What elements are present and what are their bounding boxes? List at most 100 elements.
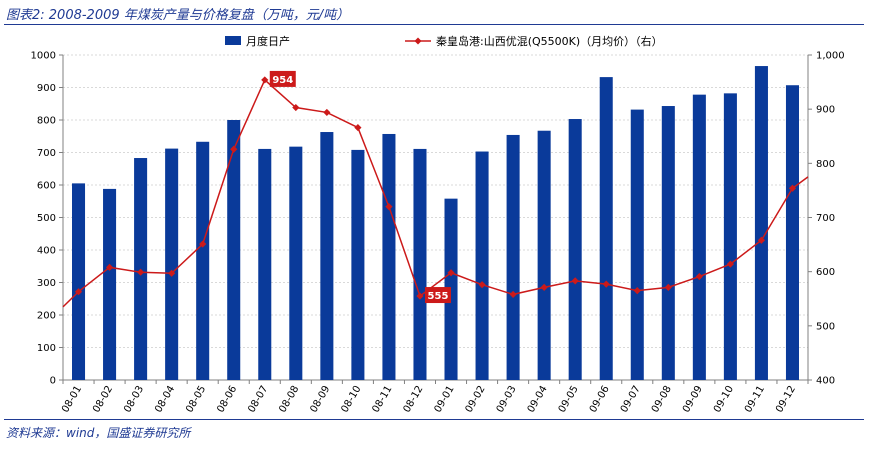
x-tick-label: 09-05 — [557, 384, 581, 415]
y-right-tick-label: 1,000 — [816, 51, 845, 62]
x-tick-label: 09-11 — [743, 384, 767, 415]
price-marker-08-02 — [105, 263, 114, 271]
y-left-tick-label: 300 — [37, 278, 56, 289]
x-tick-label: 08-06 — [215, 384, 239, 415]
price-marker-09-12 — [788, 184, 797, 192]
y-left-tick-label: 700 — [37, 148, 56, 159]
price-marker-08-12 — [416, 292, 424, 300]
source-divider — [4, 419, 864, 420]
price-marker-09-11 — [757, 236, 766, 244]
y-left-tick-label: 100 — [37, 343, 56, 354]
y-left-tick-label: 600 — [37, 181, 56, 192]
y-right-tick-label: 400 — [816, 376, 835, 387]
legend-line-label: 秦皇岛港:山西优混(Q5500K)（月均价）（右） — [436, 34, 663, 48]
x-tick-label: 08-09 — [308, 384, 332, 415]
y-right-tick-label: 900 — [816, 105, 835, 116]
x-tick-label: 09-07 — [619, 384, 643, 415]
bar-08-04 — [165, 148, 179, 380]
bar-08-01 — [72, 183, 86, 380]
bar-09-04 — [537, 130, 551, 380]
bar-09-09 — [692, 94, 706, 381]
x-tick-label: 08-02 — [91, 384, 115, 415]
y-left-tick-label: 1000 — [31, 51, 56, 62]
price-marker-08-05 — [199, 240, 207, 248]
legend-bar-label: 月度日产 — [246, 34, 290, 48]
price-marker-09-02 — [478, 281, 486, 289]
data-label-box — [269, 70, 296, 87]
y-left-tick-label: 200 — [37, 311, 56, 322]
bar-09-08 — [661, 106, 675, 381]
bar-08-06 — [227, 120, 241, 380]
x-tick-label: 09-02 — [464, 384, 488, 415]
y-right-tick-label: 600 — [816, 267, 835, 278]
x-tick-label: 08-12 — [402, 384, 426, 415]
y-left-tick-label: 500 — [37, 213, 56, 224]
price-line — [62, 78, 809, 308]
bar-08-10 — [351, 149, 365, 380]
bar-08-09 — [320, 132, 334, 380]
x-tick-label: 09-06 — [588, 384, 612, 415]
price-marker-09-10 — [726, 260, 734, 268]
x-tick-label: 09-10 — [712, 384, 736, 415]
x-tick-label: 09-08 — [650, 384, 674, 415]
legend-bar-swatch — [225, 36, 241, 45]
price-marker-09-03 — [509, 290, 517, 299]
x-tick-label: 08-04 — [153, 384, 177, 415]
title-divider — [4, 24, 864, 25]
data-label: 555 — [428, 291, 449, 302]
bar-09-03 — [506, 134, 520, 380]
source-note: 资料来源：wind，国盛证券研究所 — [6, 426, 191, 440]
price-marker-09-01 — [447, 269, 455, 277]
bar-08-08 — [289, 146, 303, 380]
bar-08-07 — [258, 148, 272, 380]
bar-09-10 — [723, 93, 737, 380]
price-marker-09-06 — [602, 280, 610, 288]
price-marker-08-07 — [261, 76, 269, 84]
x-tick-label: 08-11 — [370, 384, 394, 415]
x-tick-label: 09-09 — [681, 384, 705, 415]
price-marker-08-03 — [137, 268, 145, 276]
bar-08-12 — [413, 148, 427, 380]
x-tick-label: 09-04 — [526, 384, 550, 415]
price-marker-08-06 — [230, 145, 238, 153]
x-tick-label: 09-03 — [495, 384, 519, 415]
bar-09-01 — [444, 198, 458, 380]
y-left-tick-label: 0 — [50, 376, 56, 387]
bar-08-02 — [103, 188, 117, 380]
x-tick-label: 08-07 — [246, 384, 270, 415]
chart-title: 图表2: 2008-2009 年煤炭产量与价格复盘（万吨，元/吨） — [6, 8, 350, 23]
data-label: 954 — [272, 75, 293, 86]
price-marker-08-10 — [354, 123, 362, 132]
price-marker-09-07 — [633, 287, 641, 295]
price-marker-09-04 — [540, 283, 548, 291]
y-left-tick-label: 400 — [37, 246, 56, 257]
x-tick-label: 08-01 — [60, 384, 84, 415]
price-marker-09-09 — [695, 272, 703, 281]
price-marker-08-04 — [168, 269, 176, 277]
bar-09-02 — [475, 151, 489, 380]
x-tick-label: 08-10 — [339, 384, 363, 415]
bar-09-07 — [630, 109, 644, 380]
y-left-tick-label: 900 — [37, 83, 56, 94]
y-left-tick-label: 800 — [37, 116, 56, 127]
y-right-tick-label: 500 — [816, 321, 835, 332]
bar-09-11 — [754, 66, 768, 381]
price-marker-08-11 — [385, 203, 393, 211]
legend-line-marker — [414, 37, 422, 45]
bar-08-11 — [382, 133, 396, 380]
bar-08-05 — [196, 141, 210, 380]
x-tick-label: 08-05 — [184, 384, 208, 415]
y-right-tick-label: 800 — [816, 159, 835, 170]
price-marker-09-08 — [664, 283, 672, 291]
data-label-box — [424, 287, 451, 304]
price-marker-08-01 — [74, 288, 83, 296]
x-tick-label: 09-12 — [774, 384, 798, 415]
price-marker-08-09 — [323, 108, 331, 117]
y-right-tick-label: 700 — [816, 213, 835, 224]
bar-09-12 — [785, 85, 799, 380]
x-tick-label: 09-01 — [433, 384, 457, 415]
x-tick-label: 08-08 — [277, 384, 301, 415]
price-marker-09-05 — [571, 277, 579, 285]
x-tick-label: 08-03 — [122, 384, 146, 415]
